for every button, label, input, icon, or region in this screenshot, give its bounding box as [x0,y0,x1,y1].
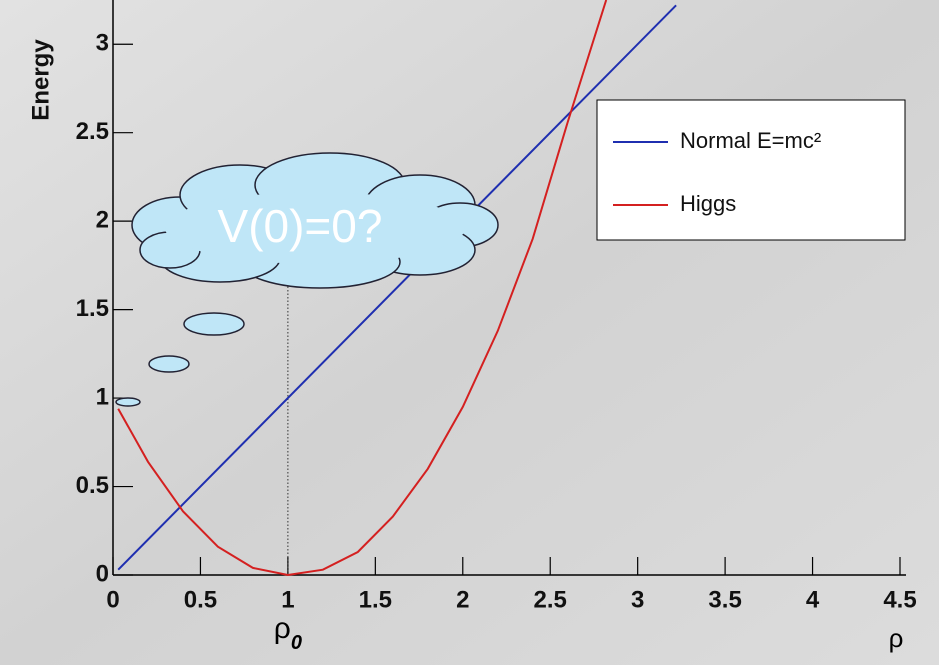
legend-box [596,99,906,241]
thought-bubble [183,312,245,336]
y-tick-label: 1 [96,383,109,410]
x-tick-label: 4.5 [883,586,916,613]
legend-label: Higgs [680,191,736,216]
annotation: V(0)=0? [218,200,383,252]
y-tick-label: 3 [96,30,109,57]
legend-label: Normal E=mc² [680,128,821,153]
reference-subscript: 0 [291,632,302,654]
x-axis-label: ρ [889,623,904,653]
y-tick-label: 0 [96,560,109,587]
x-tick-label: 0 [106,586,119,613]
x-tick-label: 3.5 [708,586,741,613]
series-line [117,4,677,571]
y-tick-label: 2.5 [76,118,109,145]
y-tick-label: 0.5 [76,472,109,499]
x-tick-label: 2.5 [534,586,567,613]
x-tick-label: 4 [806,586,820,613]
reference-label: ρ0 [274,612,302,654]
x-tick-label: 1 [281,586,294,613]
thought-cloud [115,152,499,407]
reference-symbol: ρ [274,612,291,645]
thought-bubble [148,355,190,373]
x-tick-label: 0.5 [184,586,217,613]
thought-bubble [115,397,141,407]
y-tick-label: 2 [96,206,109,233]
y-tick-label: 1.5 [76,295,109,322]
cloud-body [165,192,465,264]
y-axis-label: Energy [27,39,54,121]
series-line [117,0,608,577]
x-tick-label: 3 [631,586,644,613]
x-tick-label: 2 [456,586,469,613]
x-tick-label: 1.5 [359,586,392,613]
